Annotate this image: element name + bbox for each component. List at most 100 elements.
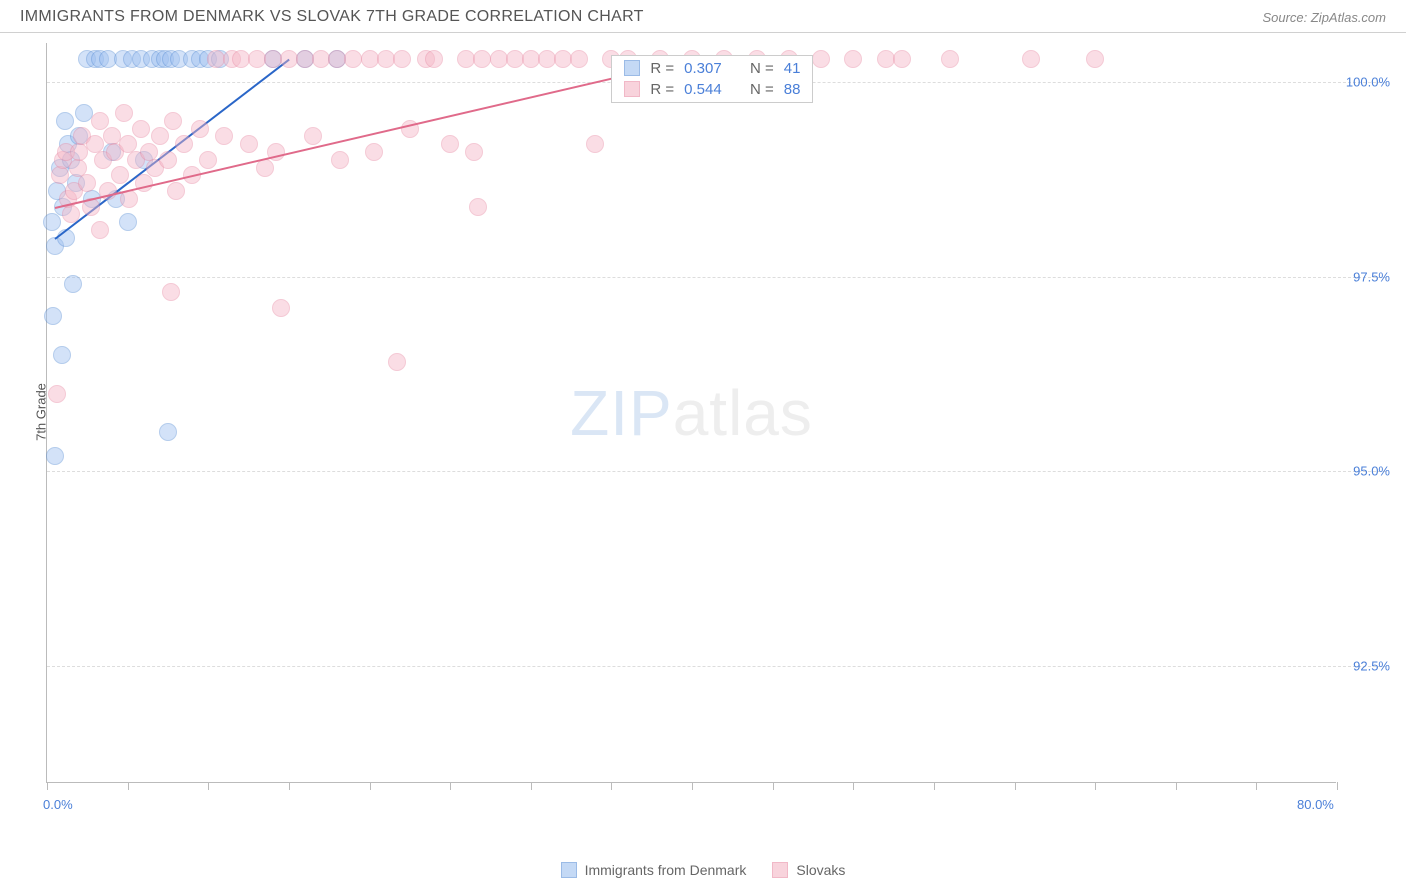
scatter-point-slovaks <box>62 205 80 223</box>
scatter-point-slovaks <box>111 166 129 184</box>
stat-swatch-slovaks <box>624 81 640 97</box>
gridline <box>47 471 1386 472</box>
scatter-point-slovaks <box>91 112 109 130</box>
scatter-point-slovaks <box>1022 50 1040 68</box>
chart-header: IMMIGRANTS FROM DENMARK VS SLOVAK 7TH GR… <box>0 0 1406 33</box>
scatter-point-slovaks <box>586 135 604 153</box>
scatter-point-slovaks <box>159 151 177 169</box>
y-tick-label: 92.5% <box>1353 659 1390 674</box>
watermark-atlas: atlas <box>673 377 813 449</box>
x-tick <box>1337 782 1338 790</box>
chart-source: Source: ZipAtlas.com <box>1262 10 1386 25</box>
scatter-point-slovaks <box>941 50 959 68</box>
scatter-point-slovaks <box>469 198 487 216</box>
scatter-point-slovaks <box>191 120 209 138</box>
x-tick-label: 80.0% <box>1297 797 1334 812</box>
source-name: ZipAtlas.com <box>1311 10 1386 25</box>
scatter-point-slovaks <box>175 135 193 153</box>
scatter-point-slovaks <box>151 127 169 145</box>
scatter-point-slovaks <box>78 174 96 192</box>
scatter-point-slovaks <box>812 50 830 68</box>
x-tick <box>208 782 209 790</box>
stat-n-label: N = <box>750 81 774 98</box>
x-tick-label: 0.0% <box>43 797 73 812</box>
stat-r-value: 0.544 <box>684 81 722 98</box>
stat-r-label: R = <box>650 81 674 98</box>
legend-swatch-denmark <box>561 862 577 878</box>
stat-row-slovaks: R = 0.544 N = 88 <box>624 81 800 98</box>
y-tick-label: 97.5% <box>1353 269 1390 284</box>
scatter-point-slovaks <box>388 353 406 371</box>
source-prefix: Source: <box>1262 10 1310 25</box>
x-tick <box>370 782 371 790</box>
x-tick <box>289 782 290 790</box>
stat-box: R = 0.307 N = 41R = 0.544 N = 88 <box>611 55 813 103</box>
gridline <box>47 666 1386 667</box>
x-tick <box>611 782 612 790</box>
scatter-point-slovaks <box>162 283 180 301</box>
scatter-point-slovaks <box>240 135 258 153</box>
legend-label: Immigrants from Denmark <box>585 862 747 878</box>
chart-area: 7th Grade ZIPatlas 100.0%97.5%95.0%92.5%… <box>40 37 1390 787</box>
scatter-point-slovaks <box>465 143 483 161</box>
scatter-point-slovaks <box>425 50 443 68</box>
scatter-point-slovaks <box>132 120 150 138</box>
watermark: ZIPatlas <box>570 376 813 450</box>
scatter-point-denmark <box>119 213 137 231</box>
scatter-point-slovaks <box>167 182 185 200</box>
stat-n-label: N = <box>750 60 774 77</box>
legend-swatch-slovaks <box>772 862 788 878</box>
stat-r-label: R = <box>650 60 674 77</box>
scatter-point-slovaks <box>91 221 109 239</box>
x-tick <box>934 782 935 790</box>
x-tick <box>853 782 854 790</box>
y-tick-label: 100.0% <box>1346 74 1390 89</box>
x-tick <box>1015 782 1016 790</box>
gridline <box>47 277 1386 278</box>
scatter-point-slovaks <box>272 299 290 317</box>
x-tick <box>1176 782 1177 790</box>
chart-title: IMMIGRANTS FROM DENMARK VS SLOVAK 7TH GR… <box>20 8 644 26</box>
scatter-point-slovaks <box>1086 50 1104 68</box>
legend-label: Slovaks <box>796 862 845 878</box>
scatter-point-slovaks <box>215 127 233 145</box>
stat-n-value: 41 <box>784 60 801 77</box>
scatter-point-denmark <box>43 213 61 231</box>
scatter-point-slovaks <box>331 151 349 169</box>
chart-legend: Immigrants from Denmark Slovaks <box>0 862 1406 878</box>
scatter-point-denmark <box>64 275 82 293</box>
scatter-point-slovaks <box>115 104 133 122</box>
scatter-point-slovaks <box>304 127 322 145</box>
scatter-point-denmark <box>53 346 71 364</box>
x-tick <box>692 782 693 790</box>
x-tick <box>1256 782 1257 790</box>
scatter-point-denmark <box>46 447 64 465</box>
stat-swatch-denmark <box>624 60 640 76</box>
x-tick <box>450 782 451 790</box>
x-tick <box>1095 782 1096 790</box>
stat-r-value: 0.307 <box>684 60 722 77</box>
scatter-point-slovaks <box>393 50 411 68</box>
scatter-point-denmark <box>56 112 74 130</box>
watermark-zip: ZIP <box>570 377 673 449</box>
scatter-point-slovaks <box>48 385 66 403</box>
scatter-point-slovaks <box>199 151 217 169</box>
legend-item-denmark: Immigrants from Denmark <box>561 862 747 878</box>
scatter-point-slovaks <box>893 50 911 68</box>
scatter-point-denmark <box>159 423 177 441</box>
scatter-point-slovaks <box>441 135 459 153</box>
scatter-point-slovaks <box>164 112 182 130</box>
x-tick <box>128 782 129 790</box>
legend-item-slovaks: Slovaks <box>772 862 845 878</box>
scatter-point-slovaks <box>570 50 588 68</box>
x-tick <box>47 782 48 790</box>
x-tick <box>531 782 532 790</box>
stat-row-denmark: R = 0.307 N = 41 <box>624 60 800 77</box>
scatter-plot: ZIPatlas 100.0%97.5%95.0%92.5%0.0%80.0%R… <box>46 43 1336 783</box>
y-tick-label: 95.0% <box>1353 464 1390 479</box>
scatter-point-slovaks <box>844 50 862 68</box>
x-tick <box>773 782 774 790</box>
stat-n-value: 88 <box>784 81 801 98</box>
scatter-point-slovaks <box>365 143 383 161</box>
scatter-point-denmark <box>44 307 62 325</box>
